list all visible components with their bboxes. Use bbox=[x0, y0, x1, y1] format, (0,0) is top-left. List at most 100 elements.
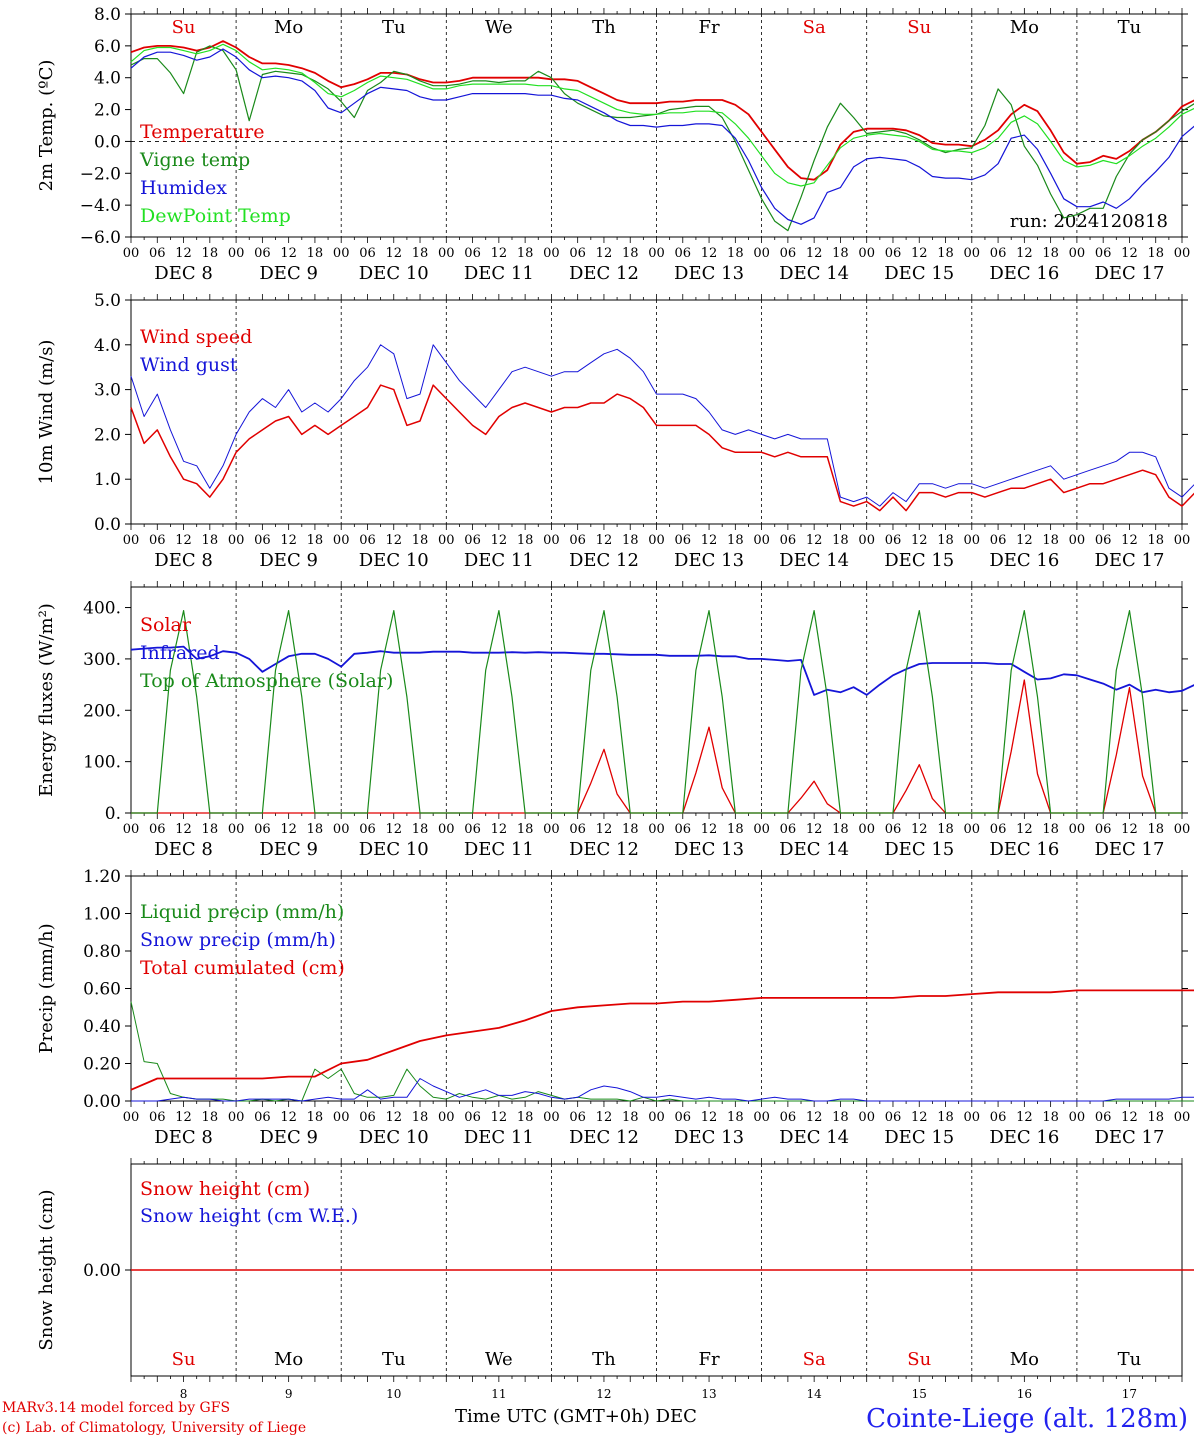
hour-tick-label: 00 bbox=[228, 1110, 245, 1125]
hour-tick-label: 00 bbox=[648, 533, 665, 548]
date-label: DEC 17 bbox=[1094, 550, 1164, 571]
hour-tick-label: 06 bbox=[780, 822, 797, 837]
hour-tick-label: 06 bbox=[675, 1110, 692, 1125]
hour-tick-label: 12 bbox=[911, 822, 928, 837]
legend-entry: Wind speed bbox=[140, 326, 252, 348]
y-tick-label: 1.00 bbox=[83, 905, 121, 925]
hour-tick-label: 00 bbox=[858, 1110, 875, 1125]
hour-tick-label: 06 bbox=[359, 1110, 376, 1125]
hour-tick-label: 06 bbox=[464, 246, 481, 261]
hour-tick-label: 12 bbox=[596, 822, 613, 837]
date-label: DEC 14 bbox=[779, 1127, 849, 1148]
date-label: DEC 15 bbox=[884, 839, 954, 860]
date-label: DEC 13 bbox=[674, 550, 744, 571]
y-axis-label: Energy fluxes (W/m²) bbox=[36, 603, 57, 797]
hour-tick-label: 18 bbox=[307, 822, 324, 837]
hour-tick-label: 12 bbox=[1121, 533, 1138, 548]
weekday-label: Sa bbox=[803, 1349, 826, 1370]
hour-tick-label: 12 bbox=[491, 822, 508, 837]
date-label: DEC 8 bbox=[154, 1127, 213, 1148]
y-axis-label: 2m Temp. (ºC) bbox=[36, 60, 57, 192]
hour-tick-label: 00 bbox=[1069, 1110, 1086, 1125]
weekday-label: We bbox=[485, 1349, 513, 1370]
hour-tick-label: 12 bbox=[1016, 246, 1033, 261]
hour-tick-label: 06 bbox=[149, 533, 166, 548]
series-wind-gust-line bbox=[130, 344, 1194, 507]
hour-tick-label: 12 bbox=[385, 246, 402, 261]
hour-tick-label: 12 bbox=[1121, 246, 1138, 261]
hour-tick-label: 00 bbox=[1069, 246, 1086, 261]
weekday-label: We bbox=[485, 17, 513, 38]
hour-tick-label: 06 bbox=[569, 1110, 586, 1125]
hour-tick-label: 12 bbox=[385, 822, 402, 837]
weekday-label: Mo bbox=[1010, 17, 1039, 38]
y-tick-label: 4.0 bbox=[94, 336, 121, 356]
hour-tick-label: 18 bbox=[727, 533, 744, 548]
hour-tick-label: 00 bbox=[123, 246, 140, 261]
hour-tick-label: 12 bbox=[701, 246, 718, 261]
hour-tick-label: 18 bbox=[937, 1110, 954, 1125]
date-label: DEC 12 bbox=[569, 263, 639, 284]
hour-tick-label: 12 bbox=[911, 246, 928, 261]
hour-tick-label: 00 bbox=[1069, 533, 1086, 548]
y-tick-label: 0.80 bbox=[83, 942, 121, 962]
date-label: DEC 10 bbox=[359, 1127, 429, 1148]
weekday-label: Sa bbox=[803, 17, 826, 38]
series-dewpoint-temp-line bbox=[130, 43, 1194, 187]
hour-tick-label: 18 bbox=[412, 1110, 429, 1125]
date-label: DEC 16 bbox=[989, 550, 1059, 571]
hour-tick-label: 00 bbox=[228, 822, 245, 837]
hour-tick-label: 18 bbox=[307, 246, 324, 261]
hour-tick-label: 06 bbox=[149, 822, 166, 837]
hour-tick-label: 18 bbox=[937, 822, 954, 837]
hour-tick-label: 18 bbox=[412, 822, 429, 837]
date-label: DEC 12 bbox=[569, 839, 639, 860]
hour-tick-label: 00 bbox=[543, 1110, 560, 1125]
date-label: DEC 14 bbox=[779, 550, 849, 571]
legend-entry: Humidex bbox=[140, 177, 227, 199]
hour-tick-label: 00 bbox=[543, 822, 560, 837]
day-number-label: 15 bbox=[912, 1387, 927, 1401]
weekday-label: Tu bbox=[1118, 1349, 1142, 1370]
hour-tick-label: 12 bbox=[280, 246, 297, 261]
hour-tick-label: 00 bbox=[438, 1110, 455, 1125]
hour-tick-label: 12 bbox=[175, 246, 192, 261]
hour-tick-label: 00 bbox=[333, 533, 350, 548]
hour-tick-label: 00 bbox=[858, 533, 875, 548]
y-tick-label: 0.40 bbox=[83, 1017, 121, 1037]
hour-tick-label: 18 bbox=[202, 1110, 219, 1125]
hour-tick-label: 00 bbox=[964, 822, 981, 837]
hour-tick-label: 12 bbox=[701, 1110, 718, 1125]
weekday-label: Th bbox=[592, 17, 616, 38]
hour-tick-label: 06 bbox=[885, 533, 902, 548]
weekday-label: Su bbox=[907, 1349, 931, 1370]
y-tick-label: 8.0 bbox=[94, 5, 121, 25]
hour-tick-label: 00 bbox=[123, 822, 140, 837]
hour-tick-label: 12 bbox=[280, 822, 297, 837]
y-tick-label: 0. bbox=[105, 804, 121, 824]
hour-tick-label: 12 bbox=[491, 1110, 508, 1125]
hour-tick-label: 00 bbox=[438, 533, 455, 548]
hour-tick-label: 12 bbox=[385, 1110, 402, 1125]
series-liquid-precip-mm-h-line bbox=[130, 1001, 1194, 1102]
date-label: DEC 9 bbox=[259, 1127, 318, 1148]
hour-tick-label: 06 bbox=[780, 246, 797, 261]
hour-tick-label: 06 bbox=[254, 533, 271, 548]
hour-tick-label: 06 bbox=[254, 246, 271, 261]
time-axis-label: Time UTC (GMT+0h) DEC bbox=[455, 1406, 697, 1427]
date-label: DEC 8 bbox=[154, 263, 213, 284]
date-label: DEC 17 bbox=[1094, 263, 1164, 284]
y-axis-label: Snow height (cm) bbox=[36, 1189, 57, 1350]
hour-tick-label: 18 bbox=[727, 246, 744, 261]
hour-tick-label: 00 bbox=[123, 533, 140, 548]
hour-tick-label: 00 bbox=[858, 822, 875, 837]
hour-tick-label: 18 bbox=[1147, 246, 1164, 261]
model-credit: MARv3.14 model forced by GFS bbox=[2, 1400, 231, 1416]
hour-tick-label: 18 bbox=[832, 1110, 849, 1125]
y-tick-label: 3.0 bbox=[94, 381, 121, 401]
weekday-label: Su bbox=[172, 17, 196, 38]
hour-tick-label: 12 bbox=[596, 246, 613, 261]
y-tick-label: 0.60 bbox=[83, 980, 121, 1000]
y-tick-label: 300. bbox=[83, 650, 121, 670]
